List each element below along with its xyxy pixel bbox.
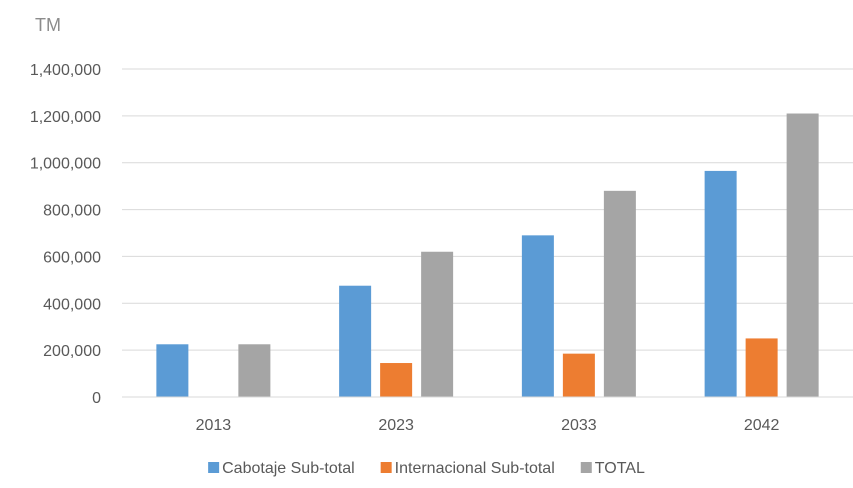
x-axis-ticks: 2013 2023 2033 2042 [196, 417, 780, 434]
x-tick-label: 2013 [196, 417, 232, 434]
x-tick-label: 2042 [744, 417, 780, 434]
bars [156, 113, 819, 397]
legend-label: Cabotaje Sub-total [222, 460, 355, 477]
legend-swatch [580, 462, 592, 473]
legend: Cabotaje Sub-total Internacional Sub-tota… [208, 460, 645, 477]
y-tick-label: 1,000,000 [30, 156, 101, 173]
gridlines [122, 68, 853, 351]
y-axis-ticks: 0 200,000 400,000 600,000 800,000 1,000,000 1,… [30, 62, 101, 407]
y-tick-label: 0 [92, 390, 101, 407]
legend-label: TOTAL [595, 460, 645, 477]
y-tick-label: 1,200,000 [30, 109, 101, 126]
y-tick-label: 400,000 [43, 296, 101, 313]
bar-internacional-sub-total-2033 [562, 353, 595, 397]
y-tick-label: 1,400,000 [30, 62, 101, 79]
x-tick-label: 2033 [561, 417, 597, 434]
bar-cabotaje-sub-total-2042 [704, 170, 737, 397]
legend-swatch [208, 462, 220, 473]
bar-cabotaje-sub-total-2033 [521, 235, 554, 397]
y-tick-label: 800,000 [43, 203, 101, 220]
legend-swatch [380, 462, 392, 473]
legend-item: Internacional Sub-total [380, 460, 555, 477]
y-tick-label: 200,000 [43, 343, 101, 360]
bar-total-2013 [238, 344, 271, 397]
y-tick-label: 600,000 [43, 249, 101, 266]
bar-total-2042 [786, 113, 819, 397]
legend-item: TOTAL [580, 460, 645, 477]
bar-internacional-sub-total-2042 [745, 338, 778, 397]
bar-cabotaje-sub-total-2023 [339, 285, 372, 397]
bar-cabotaje-sub-total-2013 [156, 344, 189, 397]
bar-total-2023 [421, 251, 454, 397]
bar-internacional-sub-total-2023 [380, 363, 413, 397]
x-tick-label: 2023 [378, 417, 414, 434]
y-axis-unit-label: TM [35, 15, 61, 35]
bar-total-2033 [603, 190, 636, 397]
legend-item: Cabotaje Sub-total [208, 460, 355, 477]
legend-label: Internacional Sub-total [395, 460, 555, 477]
